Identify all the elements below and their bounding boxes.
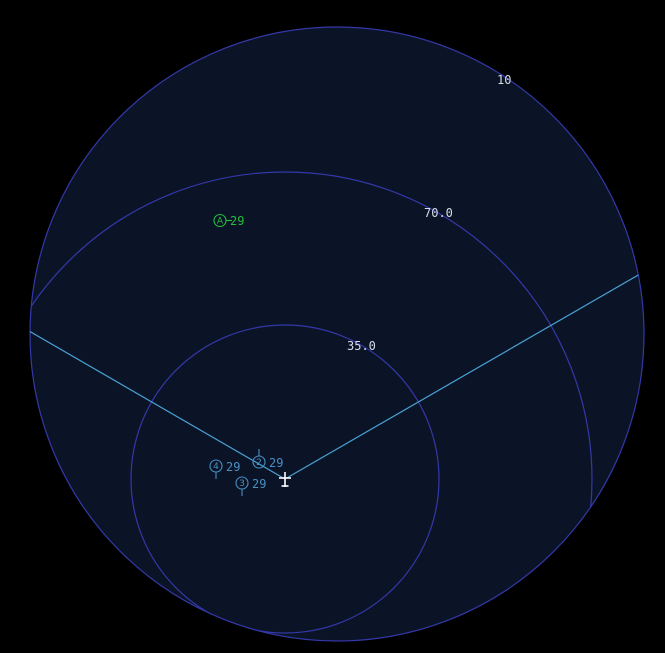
contact-id-a: A bbox=[217, 217, 224, 227]
contact-friendly-4[interactable]: 4 29 bbox=[209, 459, 240, 479]
contact-altitude-3: 29 bbox=[252, 477, 266, 491]
contact-altitude-2: 29 bbox=[269, 456, 283, 470]
range-label-35: 35.0 bbox=[347, 339, 376, 353]
range-label-outer: 10 bbox=[497, 73, 511, 87]
contact-friendly-3[interactable]: 3 29 bbox=[235, 476, 266, 496]
contact-id-3: 3 bbox=[239, 479, 245, 489]
range-label-70: 70.0 bbox=[424, 206, 453, 220]
sector-line-right bbox=[284, 273, 641, 480]
contact-altitude-a: 29 bbox=[230, 214, 244, 228]
contact-friendly-2[interactable]: 2 29 bbox=[252, 449, 283, 470]
contact-altitude-4: 29 bbox=[226, 460, 240, 474]
range-ring-35 bbox=[130, 324, 440, 634]
contact-id-2: 2 bbox=[256, 458, 262, 468]
contact-marker-2 bbox=[252, 455, 266, 469]
aircraft-icon bbox=[279, 472, 291, 487]
contact-id-4: 4 bbox=[213, 462, 219, 472]
range-ring-70 bbox=[30, 171, 593, 641]
contact-hostile-a[interactable]: A 29 bbox=[213, 213, 244, 228]
sector-line-left bbox=[30, 330, 286, 480]
